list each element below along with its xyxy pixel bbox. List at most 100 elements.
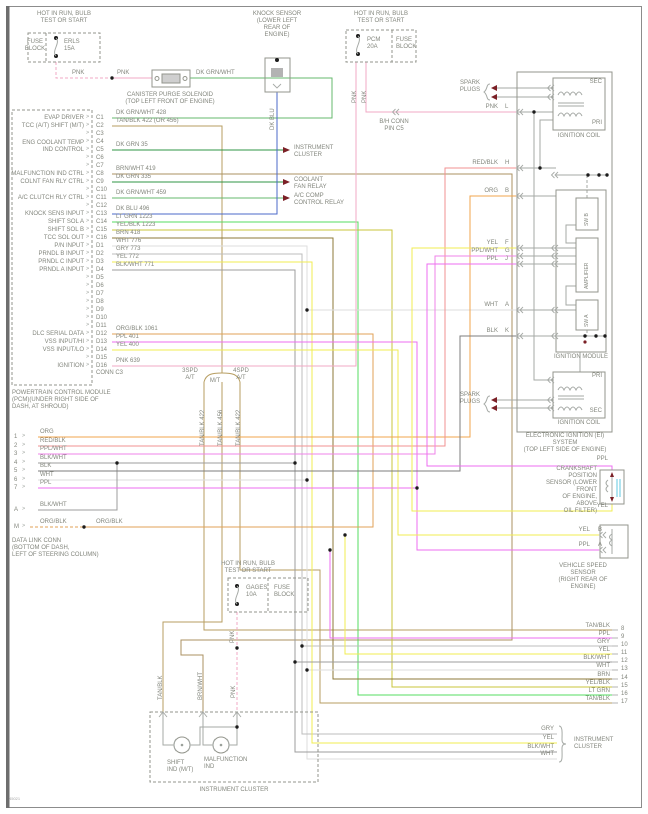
- cluster-caption: INSTRUMENT CLUSTER: [199, 787, 269, 793]
- cluster-pin-wire-label: BRN: [597, 671, 610, 678]
- pcm-pin-wire-label: PNK 639: [116, 358, 141, 364]
- wire-label-pplwht: PPL/WHT: [471, 248, 498, 254]
- dlc-pin-number: 4: [14, 459, 18, 466]
- dlc-pin-wire-label: ORG: [40, 429, 54, 435]
- page-border: [6, 6, 642, 808]
- canister-solenoid-core-icon: [161, 73, 181, 84]
- cluster-pin-number: 11: [621, 650, 628, 656]
- ei-system-box: [516, 71, 613, 433]
- pcm-pin-chevron: >: [86, 242, 90, 248]
- terminal-letter: G: [505, 248, 510, 254]
- wire-label-wht: WHT: [484, 302, 498, 308]
- dlc-pin-chevron: >: [22, 484, 26, 490]
- pcm-pin-function: ENG COOLANT TEMP IND CONTROL: [22, 140, 84, 153]
- canister-solenoid-box: [151, 69, 191, 88]
- pcm-pin-function: KNOCK SENS INPUT: [24, 210, 84, 217]
- relay-arrows-icon: [283, 147, 290, 201]
- dlc-pin-number: 5: [14, 467, 18, 474]
- coil-sec-label: SEC: [589, 79, 602, 85]
- fuse-erls-icon: [54, 36, 58, 58]
- pcm-pin-code: D8: [96, 298, 104, 305]
- pcm-pin-chevron: >: [86, 138, 90, 144]
- wire-label-blk: BLK: [486, 328, 498, 334]
- ignition-module-box: [555, 189, 607, 353]
- pcm-pin-wire-label: BRN 418: [116, 230, 141, 236]
- pcm-pin-code: D2: [96, 250, 104, 257]
- dlc-pin-wire-label: ORG/BLK: [40, 519, 67, 525]
- pcm-pin-chevron: >: [86, 354, 90, 360]
- cluster-pin-number: 13: [621, 666, 628, 672]
- dlc-pin-number: 7: [14, 484, 18, 491]
- dlc-pin-number: 2: [14, 442, 18, 449]
- pcm-pin-wire-label: YEL/BLK 1223: [116, 222, 156, 228]
- pcm-pin-code: C10: [96, 186, 108, 193]
- fuse-pcm-icon: [356, 34, 360, 56]
- dlc-pin-chevron: >: [22, 442, 26, 448]
- pcm-pin-code: C5: [96, 146, 104, 153]
- pcm-pin-code: C6: [96, 154, 104, 161]
- dlc-pin-wire-label: WHT: [40, 472, 54, 478]
- pcm-pin-wire-label: WHT 776: [116, 238, 142, 244]
- pcm-pin-chevron: >: [86, 306, 90, 312]
- pcm-pin-code: C11: [96, 194, 107, 201]
- pcm-pin-chevron: >: [86, 122, 90, 128]
- pcm-pin-wire-label: YEL 772: [116, 254, 139, 260]
- relay-instrument-cluster-label: INSTRUMENT CLUSTER: [294, 145, 334, 158]
- pcm-pin-chevron: >: [86, 250, 90, 256]
- cluster-pin-wire-label: BLK/WHT: [583, 654, 610, 661]
- pcm-pin-function: IGNITION: [57, 362, 84, 369]
- fuse-gages-name: GAGES 10A: [246, 585, 268, 598]
- dlc-pin-wire-label: PPL: [40, 480, 52, 486]
- fuse-erls-box: [27, 32, 101, 63]
- fuse-pcm-name: PCM 20A: [367, 37, 381, 50]
- knock-sensor-caption: KNOCK SENSOR (LOWER LEFT REAR OF ENGINE): [252, 11, 302, 38]
- ignition-module-caption: IGNITION MODULE: [553, 354, 609, 360]
- terminal-letter: K: [505, 328, 510, 334]
- pcm-caption: POWERTRAIN CONTROL MODULE (PCM)(UNDER RI…: [12, 390, 111, 410]
- pcm-pin-chevron: >: [86, 202, 90, 208]
- trans-4spd-label: 4SPD A/T: [233, 368, 249, 381]
- pcm-pin-wire-label: GRY 773: [116, 246, 141, 252]
- fuse-erls-header: HOT IN RUN, BULB TEST OR START: [37, 11, 91, 24]
- pcm-pin-code: C12: [96, 202, 108, 209]
- cluster-brace-label: INSTRUMENT CLUSTER: [574, 737, 614, 750]
- terminal-letter: A: [598, 542, 603, 548]
- wire-label-pnk: PNK: [72, 70, 85, 76]
- pcm-pin-chevron: >: [86, 258, 90, 264]
- dlc-pin-number: A: [14, 506, 19, 513]
- pcm-pin-code: D13: [96, 338, 108, 345]
- amplifier-box: [575, 237, 599, 293]
- pcm-pin-function: SHIFT SOL A: [47, 218, 84, 225]
- cluster-pin-number: 16: [621, 691, 628, 697]
- cluster-pin-number: 15: [621, 683, 628, 689]
- pcm-pin-code: C2: [96, 122, 104, 129]
- pcm-pin-function: P/N INPUT: [54, 242, 84, 249]
- terminal-letter: J: [505, 256, 508, 262]
- cluster-pin-wire-label: WHT: [596, 662, 610, 669]
- pcm-pin-function: VSS INPUT/LO: [42, 346, 84, 353]
- ignition-coil2-caption: IGNITION COIL: [557, 420, 601, 426]
- cluster-pin-wire-label: YEL/BLK: [585, 679, 610, 686]
- crank-sensor-icon: [605, 472, 621, 502]
- cluster-pin-number: 12: [621, 658, 628, 664]
- wire-label-redblk: RED/BLK: [472, 160, 498, 166]
- pcm-pin-chevron: >: [86, 290, 90, 296]
- dlc-pin-chevron: >: [22, 506, 26, 512]
- dlc-pin-wire-label: BLK/WHT: [40, 455, 67, 461]
- dlc-pin-chevron: >: [22, 459, 26, 465]
- dlc-pin-number: M: [14, 523, 19, 530]
- wire-label-orgblk: ORG/BLK: [96, 519, 123, 525]
- fuse-erls-name: ERLS 15A: [64, 39, 80, 52]
- sw-a-label: SW A: [584, 314, 590, 327]
- pcm-pin-chevron: >: [86, 362, 90, 368]
- cluster-pin-number: 14: [621, 675, 628, 681]
- pcm-pin-chevron: >: [86, 226, 90, 232]
- terminal-letter: H: [505, 160, 510, 166]
- ei-system-caption: ELECTRONIC IGNITION (EI) SYSTEM (TOP LEF…: [523, 433, 607, 453]
- pcm-pin-wire-label: TAN/BLK 422 (OR 456): [116, 118, 179, 124]
- ignition-coil-caption: IGNITION COIL: [557, 133, 601, 139]
- dlc-pin-wire-label: RED/BLK: [40, 438, 66, 444]
- terminal-letter: F: [505, 240, 509, 246]
- braces-icon: [483, 83, 567, 763]
